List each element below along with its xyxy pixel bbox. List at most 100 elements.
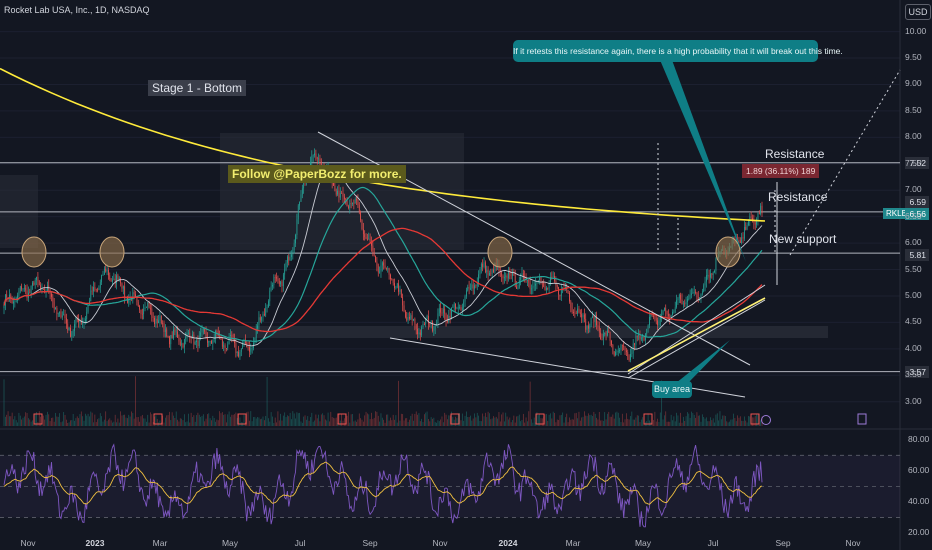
volume-bar — [116, 422, 117, 426]
volume-bar — [631, 411, 633, 426]
volume-bar — [97, 419, 98, 426]
volume-bar — [194, 421, 196, 426]
candle — [536, 281, 538, 284]
candle — [154, 317, 155, 324]
candle — [297, 205, 299, 220]
volume-bar — [367, 413, 368, 426]
candle — [42, 288, 44, 290]
volume-bar — [551, 418, 553, 426]
price-tag-581: 5.81 — [905, 249, 929, 261]
volume-bar — [346, 415, 348, 426]
candle — [55, 307, 56, 309]
volume-bar — [21, 419, 23, 426]
candle — [468, 286, 470, 289]
volume-bar — [299, 412, 300, 426]
candle — [247, 347, 249, 348]
volume-bar — [259, 419, 261, 426]
volume-bar — [581, 417, 583, 426]
volume-bar — [616, 411, 618, 426]
candle — [334, 185, 336, 192]
candle — [82, 323, 84, 325]
candle — [407, 317, 409, 321]
candle — [687, 299, 688, 302]
ma-100-line — [3, 227, 763, 333]
candle — [257, 325, 258, 329]
volume-bar — [287, 415, 288, 426]
candle — [750, 216, 752, 218]
volume-bar — [419, 421, 421, 426]
candle — [386, 267, 387, 269]
volume-bar — [72, 413, 74, 426]
volume-bar — [53, 421, 55, 426]
candle — [234, 339, 235, 344]
volume-bar — [539, 413, 540, 426]
volume-bar — [501, 414, 503, 426]
candle — [204, 328, 206, 332]
volume-bar — [156, 418, 158, 426]
volume-bar — [369, 419, 371, 426]
volume-bar — [657, 418, 658, 426]
volume-bar — [171, 412, 173, 426]
volume-bar — [715, 414, 717, 426]
candle — [284, 269, 286, 275]
volume-bar — [457, 413, 459, 426]
volume-bar — [742, 420, 744, 426]
volume-bar — [712, 418, 714, 426]
volume-bar — [555, 422, 557, 426]
currency-button[interactable]: USD — [905, 4, 931, 20]
volume-bar — [429, 421, 431, 426]
volume-bar — [390, 417, 391, 426]
candle — [410, 315, 412, 319]
volume-bar — [167, 415, 169, 426]
volume-bar — [426, 411, 428, 426]
volume-bar — [757, 414, 759, 426]
candle — [760, 205, 762, 214]
volume-bar — [525, 417, 527, 426]
rsi-tick-label: 40.00 — [908, 495, 930, 506]
volume-bar — [384, 422, 386, 426]
volume-bar — [472, 418, 474, 426]
candle — [362, 229, 364, 235]
candle — [21, 286, 23, 290]
candle — [166, 329, 168, 337]
volume-bar — [700, 421, 702, 426]
candle — [209, 340, 211, 342]
volume-bar — [621, 413, 623, 426]
candle — [696, 292, 698, 298]
volume-bar — [215, 421, 216, 426]
candle — [710, 273, 711, 278]
volume-bar — [250, 411, 252, 426]
candle — [700, 294, 702, 299]
candle — [738, 240, 740, 242]
candle — [616, 351, 618, 353]
volume-bar — [170, 420, 172, 426]
candle — [514, 275, 516, 287]
candle — [673, 311, 675, 313]
candle — [506, 275, 508, 279]
candle — [273, 277, 275, 286]
candle — [645, 334, 646, 341]
candle — [513, 271, 515, 276]
volume-bar — [447, 419, 448, 426]
volume-bar — [226, 422, 227, 426]
candle — [207, 337, 208, 343]
candle — [756, 219, 757, 225]
candle — [314, 153, 315, 156]
candle — [409, 317, 410, 319]
candle — [124, 286, 126, 298]
earnings-marker — [153, 413, 163, 425]
candle — [372, 245, 374, 251]
candle — [98, 287, 100, 291]
candle — [76, 318, 78, 320]
volume-bar — [277, 411, 279, 426]
volume-bar — [319, 421, 321, 426]
candle — [459, 306, 460, 308]
volume-bar — [485, 412, 486, 426]
volume-bar — [131, 411, 132, 426]
volume-bar — [202, 414, 204, 426]
candle — [239, 351, 241, 357]
candle — [615, 351, 616, 356]
candle — [746, 225, 748, 230]
volume-bar — [392, 414, 394, 426]
